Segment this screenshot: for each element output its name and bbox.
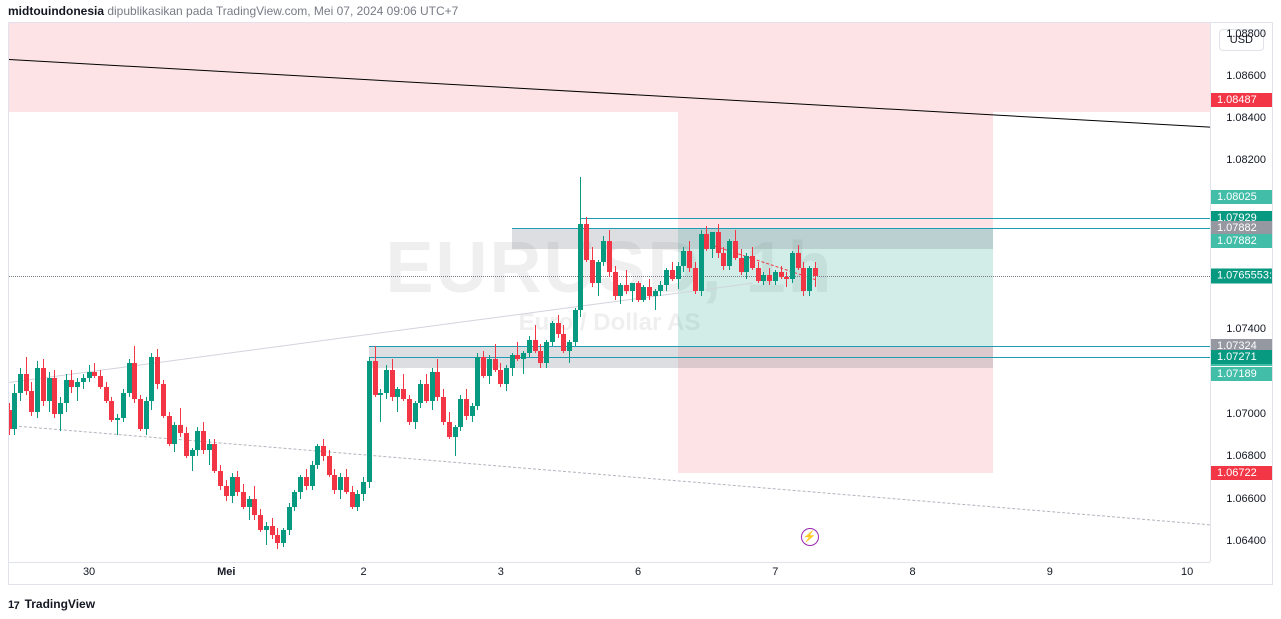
yaxis-tick: 1.08400 <box>1226 112 1266 124</box>
horizontal-level <box>512 228 1210 229</box>
xaxis-label: 10 <box>1181 566 1193 578</box>
xaxis-label: 30 <box>83 566 95 578</box>
price-label: 1.07189 <box>1211 367 1272 381</box>
price-label: 1.07882 <box>1211 234 1272 248</box>
trendline <box>9 425 1210 525</box>
xaxis-label: 9 <box>1047 566 1053 578</box>
tradingview-logo: 17 TradingView <box>8 597 95 611</box>
yaxis-tick: 1.08800 <box>1226 28 1266 40</box>
yaxis-tick: 1.06400 <box>1226 535 1266 547</box>
price-label: 1.08025 <box>1211 190 1272 204</box>
time-axis[interactable]: 30 Mei 2 3 6 7 8 9 10 <box>9 562 1210 584</box>
price-axis[interactable]: USD 1.088001.086001.084001.082001.078001… <box>1210 23 1272 562</box>
yaxis-tick: 1.08600 <box>1226 70 1266 82</box>
yaxis-tick: 1.07000 <box>1226 408 1266 420</box>
xaxis-label: 3 <box>498 566 504 578</box>
lightning-icon: ⚡ <box>801 528 819 546</box>
xaxis-label: Mei <box>217 566 235 578</box>
yaxis-tick: 1.06600 <box>1226 493 1266 505</box>
price-label: 1.0765553:19 <box>1211 268 1272 283</box>
price-label: 1.07271 <box>1211 350 1272 364</box>
yaxis-tick: 1.06800 <box>1226 450 1266 462</box>
price-label: 1.07882 <box>1211 221 1272 235</box>
xaxis-label: 7 <box>772 566 778 578</box>
horizontal-level <box>581 218 1210 219</box>
xaxis-label: 2 <box>361 566 367 578</box>
price-label: 1.08487 <box>1211 93 1272 107</box>
yaxis-tick: 1.07400 <box>1226 323 1266 335</box>
yaxis-tick: 1.08200 <box>1226 154 1266 166</box>
author-name: midtouindonesia <box>8 4 104 18</box>
publish-header: midtouindonesia dipublikasikan pada Trad… <box>8 4 458 18</box>
price-label: 1.06722 <box>1211 466 1272 480</box>
chart-zone <box>9 23 1210 112</box>
chart-zone <box>678 112 993 228</box>
xaxis-label: 8 <box>910 566 916 578</box>
xaxis-label: 6 <box>635 566 641 578</box>
chart-container[interactable]: EURUSD, 1h Euro / Dollar AS ⚡ USD 1.0880… <box>8 22 1273 585</box>
chart-plot-area[interactable]: EURUSD, 1h Euro / Dollar AS ⚡ <box>9 23 1210 562</box>
